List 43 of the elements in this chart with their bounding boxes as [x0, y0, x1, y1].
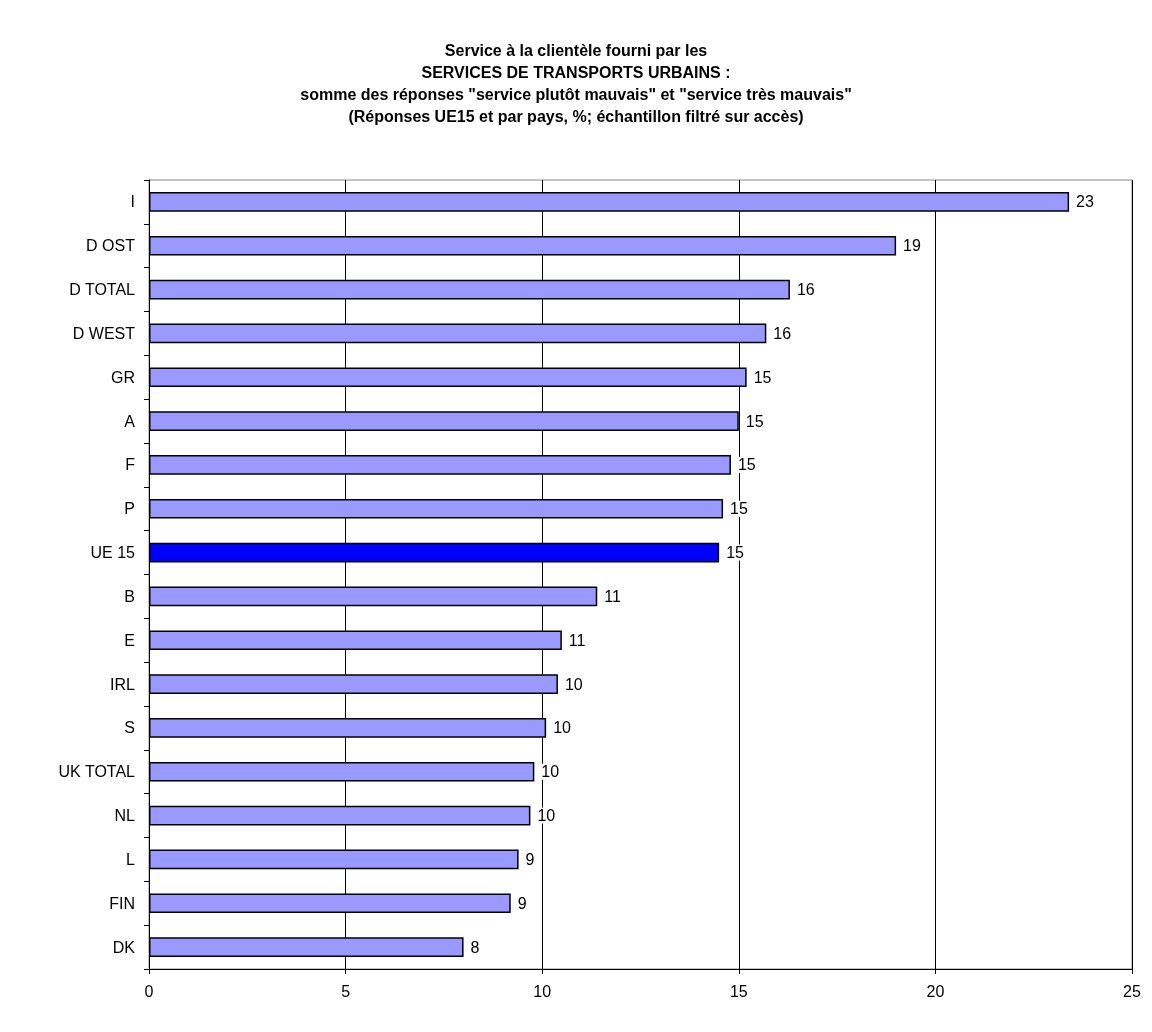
- data-label: 16: [796, 281, 815, 299]
- data-label: 9: [525, 850, 535, 868]
- y-tick-label: S: [124, 719, 135, 737]
- data-label: 16: [773, 324, 792, 342]
- x-tick-label: 15: [729, 982, 748, 1000]
- y-tick-label: D OST: [86, 237, 136, 255]
- data-label: 15: [737, 456, 756, 474]
- data-label: 19: [903, 237, 921, 255]
- data-label: 15: [726, 544, 745, 562]
- data-label: 15: [753, 368, 772, 386]
- data-label: 10: [553, 719, 572, 737]
- y-tick-label: GR: [111, 368, 135, 386]
- y-tick-label: IRL: [110, 675, 136, 693]
- chart-title: Service à la clientèle fourni par les SERVICES DE TRANSPORTS URBAINS : somme des réponses "service plutôt mauvais" et "service très mauvais" (Réponses UE15 et par pays, %; échantillon filtré sur accès): [300, 41, 852, 125]
- data-label: 10: [564, 675, 583, 693]
- y-tick-label: B: [124, 587, 135, 605]
- data-label: 15: [745, 412, 764, 430]
- x-tick-label: 5: [341, 982, 351, 1000]
- data-label: 9: [517, 894, 527, 912]
- y-tick-label: UK TOTAL: [58, 763, 136, 781]
- y-tick-label: NL: [114, 807, 136, 825]
- data-label: 15: [730, 500, 748, 518]
- y-tick-label: D WEST: [72, 324, 136, 342]
- x-tick-label: 0: [144, 982, 154, 1000]
- y-tick-label: F: [125, 456, 136, 474]
- data-label: 11: [604, 587, 621, 605]
- data-label: 8: [470, 938, 480, 956]
- y-tick-label: FIN: [109, 894, 135, 912]
- data-label: 23: [1076, 193, 1094, 211]
- x-tick-label: 20: [926, 982, 945, 1000]
- y-tick-label: P: [124, 500, 135, 518]
- data-label: 10: [537, 807, 556, 825]
- data-label: 10: [541, 763, 560, 781]
- x-tick-label: 25: [1123, 982, 1141, 1000]
- y-tick-label: DK: [112, 938, 136, 956]
- y-tick-label: A: [124, 412, 136, 430]
- x-tick-label: 10: [533, 982, 552, 1000]
- y-tick-label: E: [124, 631, 135, 649]
- y-tick-label: I: [130, 193, 135, 211]
- y-tick-label: D TOTAL: [69, 281, 136, 299]
- data-label: 11: [568, 631, 586, 649]
- y-tick-label: L: [126, 850, 136, 868]
- y-tick-label: UE 15: [90, 544, 136, 562]
